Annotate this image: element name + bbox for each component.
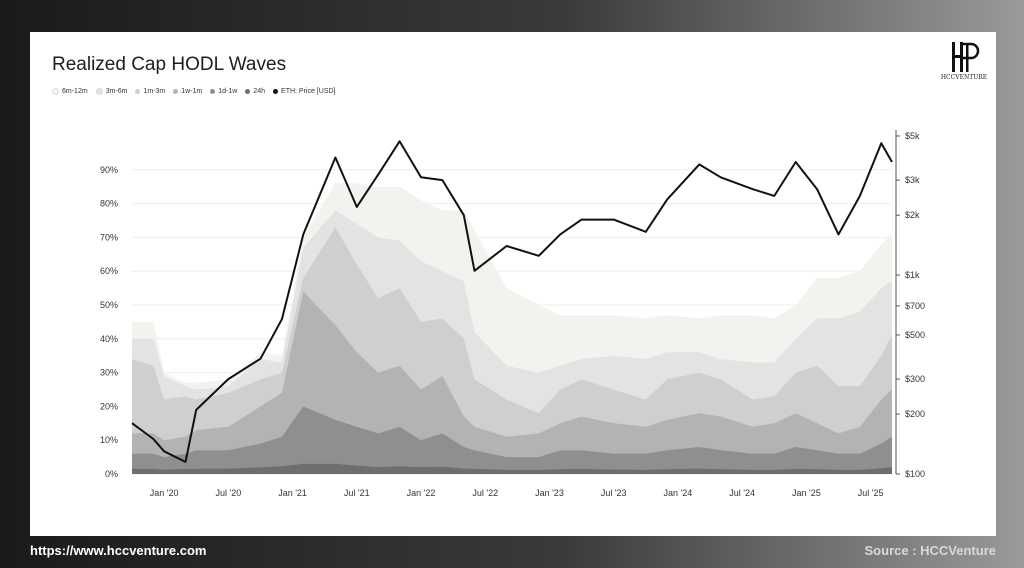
legend-label: 1m-3m (143, 88, 166, 95)
area-24h (132, 463, 892, 474)
hodl-waves-chart: 0% 10% 20% 30% 40% 50% 60% 70% 80% 90% $100 $200 $30… (100, 130, 925, 498)
y-left-tick-label: 80% (100, 199, 118, 209)
y-right-tick-label: $200 (905, 409, 925, 419)
legend-item[interactable]: 24h (245, 88, 265, 95)
y-right-tick-label: $500 (905, 330, 925, 340)
y-left-tick-label: 10% (100, 435, 118, 445)
x-tick-label: Jul '25 (858, 488, 884, 498)
legend-label: 1w-1m (181, 88, 203, 95)
chart-card: Realized Cap HODL Waves 6m-12m 3m-6m 1m-3m… (30, 32, 996, 536)
x-tick-label: Jan '21 (278, 488, 307, 498)
y-right-tick-label: $100 (905, 469, 925, 479)
x-tick-label: Jan '22 (407, 488, 436, 498)
legend-item[interactable]: 6m-12m (52, 88, 88, 95)
legend-swatch (173, 89, 179, 94)
legend-item[interactable]: ETH: Price [USD] (273, 88, 335, 95)
x-tick-label: Jul '24 (729, 488, 755, 498)
y-left-tick-label: 70% (100, 232, 118, 242)
legend-item[interactable]: 1d-1w (210, 88, 237, 95)
y-right-tick-label: $5k (905, 131, 920, 141)
legend-swatch (52, 88, 59, 95)
x-tick-label: Jan '20 (150, 488, 179, 498)
legend-label: 24h (253, 88, 266, 95)
x-tick-label: Jan '23 (535, 488, 564, 498)
x-tick-label: Jan '24 (664, 488, 693, 498)
legend: 6m-12m 3m-6m 1m-3m 1w-1m 1d-1w 24h ETH: Price … (52, 88, 335, 95)
chart-title: Realized Cap HODL Waves (52, 54, 287, 75)
y-left-tick-label: 40% (100, 334, 118, 344)
footer-url[interactable]: https://www.hccventure.com (30, 543, 207, 558)
x-tick-label: Jan '25 (792, 488, 821, 498)
legend-label: ETH: Price [USD] (281, 88, 336, 95)
legend-swatch (273, 89, 279, 94)
y-right-tick-label: $2k (905, 210, 920, 220)
source-credit: Source : HCCVenture (864, 543, 996, 558)
y-left-tick-label: 50% (100, 300, 118, 310)
x-tick-label: Jul '20 (215, 488, 241, 498)
y-left-tick-label: 20% (100, 401, 118, 411)
legend-label: 3m-6m (105, 88, 128, 95)
legend-item[interactable]: 1w-1m (173, 88, 202, 95)
y-right-tick-label: $300 (905, 374, 925, 384)
legend-swatch (135, 89, 141, 94)
legend-swatch (245, 89, 251, 94)
legend-item[interactable]: 3m-6m (95, 88, 128, 95)
hcc-logo-icon (952, 42, 980, 72)
x-tick-label: Jul '21 (344, 488, 370, 498)
legend-label: 6m-12m (62, 88, 88, 95)
y-right-tick-label: $700 (905, 301, 925, 311)
y-left-tick-label: 60% (100, 266, 118, 276)
y-right-tick-label: $3k (905, 175, 920, 185)
legend-swatch (95, 88, 103, 95)
legend-label: 1d-1w (218, 88, 238, 95)
y-left-tick-label: 90% (100, 165, 118, 175)
legend-swatch (210, 89, 216, 94)
y-right-tick-label: $1k (905, 270, 920, 280)
y-left-tick-label: 30% (100, 368, 118, 378)
area-1d-1w (132, 406, 892, 474)
legend-item[interactable]: 1m-3m (135, 88, 165, 95)
x-tick-label: Jul '23 (601, 488, 627, 498)
eth-price-line (131, 140, 893, 463)
x-tick-label: Jul '22 (472, 488, 498, 498)
logo-text: HCCVENTURE (940, 74, 988, 81)
y-left-tick-label: 0% (105, 469, 118, 479)
